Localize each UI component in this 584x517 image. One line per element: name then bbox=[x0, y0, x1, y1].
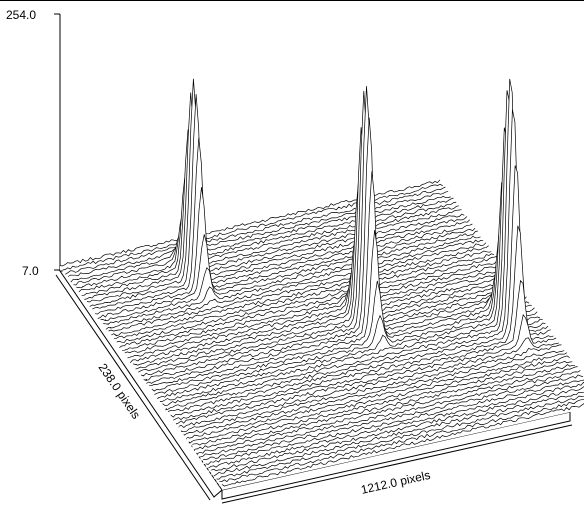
surface-row-line bbox=[119, 260, 500, 348]
surface-row-fill bbox=[65, 187, 446, 278]
surface-row-line bbox=[65, 186, 446, 275]
surface-row-line bbox=[67, 191, 449, 277]
surface-row-fill bbox=[213, 392, 584, 479]
z-axis-tick-label-max: 254.0 bbox=[6, 8, 36, 22]
surface-row-line bbox=[76, 201, 457, 289]
surface-row-line bbox=[73, 197, 454, 286]
surface-row-fill bbox=[181, 344, 562, 435]
surface-row-line bbox=[170, 225, 551, 418]
surface-row-line bbox=[81, 129, 462, 296]
surface-row-fill bbox=[78, 172, 459, 296]
surface-row-fill bbox=[87, 78, 467, 307]
surface-row-line bbox=[189, 355, 570, 444]
surface-row-line bbox=[221, 403, 584, 487]
surface-row-line bbox=[92, 137, 473, 310]
surface-row-line bbox=[200, 370, 581, 457]
surface-row-line bbox=[159, 90, 541, 402]
surface-row-line bbox=[97, 230, 478, 319]
surface-row-line bbox=[194, 364, 575, 450]
surface-row-line bbox=[181, 344, 562, 433]
surface-row-line bbox=[62, 183, 443, 271]
surface-row-line bbox=[184, 350, 565, 436]
surface-row-line bbox=[95, 187, 476, 315]
surface-row-line bbox=[108, 245, 489, 332]
surface-row-line bbox=[186, 352, 568, 439]
surface-row-fill bbox=[195, 364, 575, 454]
surface-row-fill bbox=[127, 265, 508, 362]
surface-row-fill bbox=[219, 399, 584, 487]
surface-row-line bbox=[157, 127, 538, 399]
surface-row-line bbox=[105, 242, 487, 330]
surface-row-line bbox=[122, 263, 503, 351]
surface-row-line bbox=[203, 374, 584, 460]
surface-row-line bbox=[208, 381, 584, 469]
surface-row-line bbox=[116, 256, 497, 343]
surface-row-line bbox=[162, 78, 543, 406]
surface-row-line bbox=[89, 94, 470, 307]
surface-row-fill bbox=[197, 366, 578, 457]
surface-row-line bbox=[127, 264, 508, 359]
surface-row-line bbox=[146, 171, 527, 384]
surface-row-fill bbox=[222, 403, 584, 490]
surface-row-fill bbox=[184, 350, 565, 439]
surface-row-line bbox=[124, 267, 506, 354]
surface-ridge-lines bbox=[59, 78, 584, 490]
surface-row-line bbox=[132, 182, 513, 366]
surface-row-line bbox=[216, 395, 584, 480]
surface-row-line bbox=[78, 172, 459, 293]
surface-row-line bbox=[140, 86, 522, 377]
surface-row-fill bbox=[60, 179, 440, 270]
surface-row-line bbox=[114, 253, 495, 339]
x-axis-label: 1212.0 pixels bbox=[360, 468, 432, 497]
surface-row-fill bbox=[146, 171, 527, 388]
surface-row-line bbox=[175, 313, 557, 425]
surface-row-fill bbox=[100, 236, 481, 325]
surface-row-fill bbox=[122, 263, 503, 355]
surface-row-line bbox=[59, 179, 441, 267]
surface-row-line bbox=[154, 182, 535, 395]
surface-row-fill bbox=[108, 245, 489, 336]
surface-row-line bbox=[165, 109, 546, 411]
surface-row-line bbox=[86, 78, 468, 303]
surface-row-line bbox=[151, 233, 532, 392]
surface-row-line bbox=[192, 361, 573, 446]
surface-row-line bbox=[143, 117, 524, 381]
surface-row-line bbox=[167, 165, 549, 412]
surface-row-line bbox=[135, 127, 516, 370]
z-axis-tick-label-min: 7.0 bbox=[22, 264, 39, 278]
surface-row-fill bbox=[176, 314, 557, 428]
surface-row-fill bbox=[116, 256, 497, 347]
surface-row-fill bbox=[143, 117, 524, 384]
surface-row-fill bbox=[103, 240, 484, 329]
surface-row-line bbox=[178, 337, 559, 428]
surface-row-line bbox=[70, 195, 451, 283]
surface-row-fill bbox=[154, 182, 535, 399]
surface-row-line bbox=[84, 92, 465, 300]
surface-row-line bbox=[149, 230, 530, 387]
y-axis-line bbox=[55, 274, 211, 501]
surface-row-fill bbox=[189, 355, 570, 446]
surface-row-fill bbox=[178, 337, 559, 432]
surface-row-line bbox=[213, 391, 584, 477]
surface-row-line bbox=[173, 279, 554, 421]
top-border-line bbox=[0, 0, 584, 1]
surface-row-fill bbox=[211, 386, 584, 476]
surface-row-line bbox=[100, 235, 481, 322]
surface-row-line bbox=[111, 250, 492, 337]
x-axis-line bbox=[221, 424, 573, 504]
surface-row-fill bbox=[208, 382, 584, 472]
surface-row-fill bbox=[119, 260, 500, 351]
surface-row-fill bbox=[192, 361, 573, 450]
surface-row-line bbox=[129, 231, 511, 363]
surface-row-line bbox=[205, 379, 584, 465]
surface-row-fill bbox=[216, 396, 584, 483]
surface-row-line bbox=[211, 386, 584, 472]
surface-row-line bbox=[138, 90, 519, 373]
surface-row-line bbox=[197, 366, 578, 454]
surface-row-line bbox=[219, 399, 584, 483]
surface-row-line bbox=[103, 239, 484, 325]
